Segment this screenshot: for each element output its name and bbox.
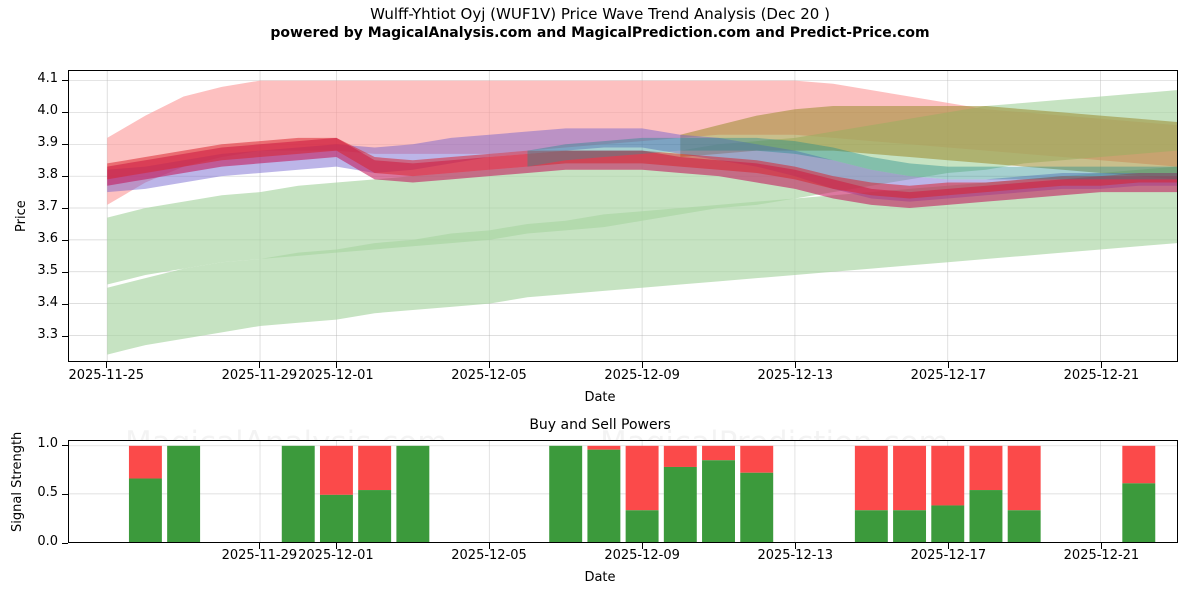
signal-x-tick-mark bbox=[948, 543, 950, 549]
price-x-axis-label: Date bbox=[584, 390, 616, 405]
signal-chart-title: Buy and Sell Powers bbox=[529, 417, 671, 433]
sell-power-bar bbox=[969, 445, 1003, 491]
buy-power-bar bbox=[281, 445, 315, 542]
price-x-tick-mark bbox=[795, 362, 797, 368]
price-x-tick-label: 2025-12-09 bbox=[604, 368, 680, 383]
buy-power-bar bbox=[549, 445, 583, 542]
price-x-tick-label: 2025-11-25 bbox=[68, 368, 145, 383]
buy-power-bar bbox=[702, 460, 735, 542]
buy-sell-powers-chart bbox=[68, 440, 1178, 543]
signal-y-tick-label: 1.0 bbox=[37, 435, 58, 451]
price-y-tick-label: 3.5 bbox=[37, 263, 58, 279]
price-x-tick-mark bbox=[259, 362, 261, 368]
sell-power-bar bbox=[358, 445, 392, 491]
price-y-tick-mark bbox=[62, 207, 68, 209]
price-x-tick-mark bbox=[489, 362, 491, 368]
price-x-tick-mark bbox=[335, 362, 337, 368]
band-khaki-trend-band bbox=[680, 106, 1177, 180]
buy-power-bar bbox=[740, 472, 774, 542]
price-y-tick-label: 4.0 bbox=[37, 102, 58, 118]
band-teal-wave-band bbox=[527, 137, 1177, 180]
buy-power-bar bbox=[969, 490, 1003, 542]
title-block: Wulff-Yhtiot Oyj (WUF1V) Price Wave Tren… bbox=[0, 4, 1200, 43]
sell-power-bar bbox=[128, 445, 162, 479]
signal-x-tick-mark bbox=[335, 543, 337, 549]
signal-x-axis-label: Date bbox=[584, 570, 616, 585]
price-x-tick-mark bbox=[948, 362, 950, 368]
signal-x-tick-mark bbox=[259, 543, 261, 549]
price-y-tick-label: 3.3 bbox=[37, 327, 58, 343]
price-y-tick-mark bbox=[62, 143, 68, 145]
price-x-tick-label: 2025-11-29 bbox=[221, 368, 298, 383]
signal-x-tick-mark bbox=[489, 543, 491, 549]
price-x-tick-mark bbox=[106, 362, 108, 368]
buy-power-bar bbox=[854, 510, 888, 542]
signal-x-tick-mark bbox=[795, 543, 797, 549]
buy-power-bar bbox=[587, 449, 621, 542]
sell-power-bar bbox=[702, 445, 735, 461]
buy-power-bar bbox=[931, 505, 965, 542]
price-wave-chart bbox=[68, 70, 1178, 362]
signal-x-tick-label: 2025-12-05 bbox=[451, 548, 527, 563]
price-x-tick-mark bbox=[1101, 362, 1103, 368]
buy-power-bar bbox=[1122, 483, 1156, 542]
buy-power-bar bbox=[358, 490, 392, 542]
price-x-tick-label: 2025-12-21 bbox=[1063, 368, 1140, 383]
price-x-tick-label: 2025-12-13 bbox=[757, 368, 834, 383]
signal-x-tick-label: 2025-12-21 bbox=[1063, 548, 1140, 563]
sell-power-bar bbox=[587, 445, 621, 450]
sell-power-bar bbox=[854, 445, 888, 511]
signal-x-tick-mark bbox=[642, 543, 644, 549]
signal-y-tick-mark bbox=[62, 543, 68, 544]
sell-power-bar bbox=[931, 445, 965, 506]
price-y-tick-mark bbox=[62, 111, 68, 113]
price-x-tick-label: 2025-12-05 bbox=[451, 368, 527, 383]
sell-power-bar bbox=[893, 445, 927, 511]
sell-power-bar bbox=[663, 445, 697, 467]
price-x-tick-label: 2025-12-01 bbox=[298, 368, 374, 383]
buy-power-bar bbox=[663, 466, 697, 542]
price-y-tick-label: 3.4 bbox=[37, 295, 58, 311]
buy-power-bar bbox=[319, 494, 353, 542]
price-x-tick-mark bbox=[642, 362, 644, 368]
signal-x-tick-label: 2025-12-09 bbox=[604, 548, 680, 563]
signal-x-tick-mark bbox=[1101, 543, 1103, 549]
buy-power-bar bbox=[1007, 510, 1041, 542]
page-title: Wulff-Yhtiot Oyj (WUF1V) Price Wave Tren… bbox=[370, 5, 830, 23]
signal-x-tick-label: 2025-12-17 bbox=[910, 548, 987, 563]
page-subtitle: powered by MagicalAnalysis.com and Magic… bbox=[270, 25, 930, 41]
price-y-tick-mark bbox=[62, 240, 68, 242]
signal-y-tick-mark bbox=[62, 444, 68, 446]
price-y-tick-label: 3.8 bbox=[37, 166, 58, 182]
sell-power-bar bbox=[625, 445, 659, 511]
price-y-tick-label: 3.9 bbox=[37, 134, 58, 150]
sell-power-bar bbox=[319, 445, 353, 495]
signal-x-tick-label: 2025-12-13 bbox=[757, 548, 834, 563]
signal-x-tick-label: 2025-12-01 bbox=[298, 548, 374, 563]
buy-power-bar bbox=[893, 510, 927, 542]
buy-power-bar bbox=[396, 445, 430, 542]
buy-power-bar bbox=[625, 510, 659, 542]
price-y-tick-mark bbox=[62, 175, 68, 177]
signal-y-tick-mark bbox=[62, 493, 68, 495]
signal-y-tick-label: 0.0 bbox=[37, 534, 58, 549]
band-lower-support-band bbox=[107, 166, 1177, 355]
sell-power-bar bbox=[740, 445, 774, 473]
price-y-tick-mark bbox=[62, 272, 68, 274]
price-y-tick-mark bbox=[62, 336, 68, 338]
price-y-tick-label: 4.1 bbox=[37, 70, 58, 86]
band-violet-wave-band bbox=[107, 128, 1177, 202]
sell-power-bar bbox=[1007, 445, 1041, 511]
buy-power-bar bbox=[128, 478, 162, 542]
sell-power-bar bbox=[1122, 445, 1156, 484]
price-y-tick-mark bbox=[62, 79, 68, 81]
price-y-tick-mark bbox=[62, 304, 68, 306]
price-x-tick-label: 2025-12-17 bbox=[910, 368, 987, 383]
signal-y-tick-label: 0.5 bbox=[37, 484, 58, 500]
signal-x-tick-label: 2025-11-29 bbox=[221, 548, 298, 563]
price-y-tick-label: 3.6 bbox=[37, 231, 58, 247]
buy-power-bar bbox=[167, 445, 201, 542]
price-y-tick-label: 3.7 bbox=[37, 198, 58, 214]
